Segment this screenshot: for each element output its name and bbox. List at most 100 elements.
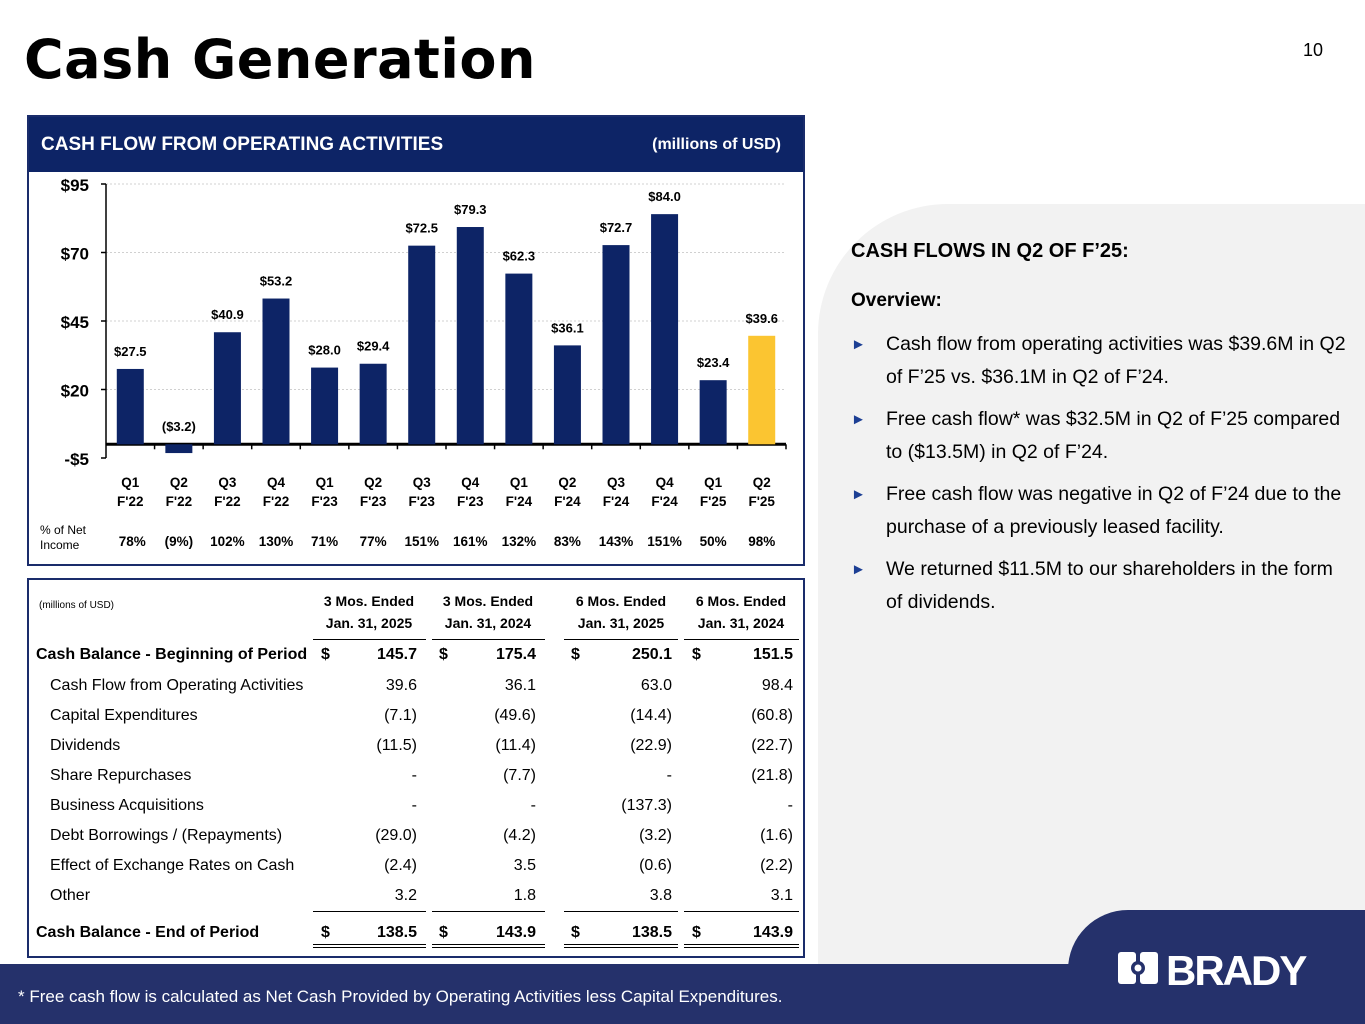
x-tick-label: F'22 xyxy=(117,494,143,509)
currency-symbol: $ xyxy=(571,924,580,941)
row-label: Capital Expenditures xyxy=(50,707,198,724)
total-double-underline xyxy=(564,944,678,945)
pct-net-income-value: 71% xyxy=(311,534,338,549)
pct-net-income-value: 130% xyxy=(259,534,294,549)
column-header-line: Jan. 31, 2024 xyxy=(697,615,785,631)
table-row: Cash Balance - End of Period 138.5 $143.9 $… xyxy=(29,920,803,950)
bar xyxy=(602,245,630,445)
summary-bullet: ► Cash flow from operating activities was… xyxy=(851,328,1351,394)
y-tick-label: $45 xyxy=(61,313,89,332)
cell-value: (2.4) xyxy=(384,857,417,874)
data-label: $23.4 xyxy=(697,355,730,370)
cell-value: 138.5 xyxy=(376,924,417,941)
bar xyxy=(748,335,776,445)
cell-value: 3.2 xyxy=(394,887,417,904)
cell-value: (14.4) xyxy=(630,707,672,724)
row-label: Cash Balance - Beginning of Period xyxy=(36,646,308,663)
y-tick-label: -$5 xyxy=(64,450,89,469)
table-row: Business Acquisitions - - (137.3) - xyxy=(29,793,803,823)
x-tick-label: F'25 xyxy=(700,494,727,509)
bar xyxy=(456,227,484,445)
cell-value: 98.4 xyxy=(761,677,793,694)
summary-bullet: ► We returned $11.5M to our shareholders … xyxy=(851,553,1351,619)
chart-header: CASH FLOW FROM OPERATING ACTIVITIES (mil… xyxy=(29,117,803,172)
total-double-underline xyxy=(684,947,799,948)
data-label: $79.3 xyxy=(454,202,487,217)
pct-net-income-value: 161% xyxy=(453,534,488,549)
cell-value: (4.2) xyxy=(503,827,536,844)
pct-net-income-value: 98% xyxy=(748,534,775,549)
total-double-underline xyxy=(432,944,545,945)
x-tick-label: F'24 xyxy=(554,494,581,509)
column-header-line: 6 Mos. Ended xyxy=(575,593,667,609)
arrow-right-icon: ► xyxy=(851,561,866,578)
data-label: $53.2 xyxy=(260,274,293,289)
x-tick-label: Q2 xyxy=(753,475,771,490)
cell-value: (29.0) xyxy=(375,827,417,844)
x-tick-label: Q1 xyxy=(704,475,723,490)
cell-value: (7.7) xyxy=(503,767,536,784)
table-row: Other 3.2 1.8 3.8 3.1 xyxy=(29,883,803,913)
cash-flow-bar-chart: -$5 $20 $45 $70 $95 $27.5 Q1 F'22 78% ($3.2) Q2 F'2… xyxy=(40,176,787,552)
total-double-underline xyxy=(684,944,799,945)
row-label: Business Acquisitions xyxy=(50,797,204,814)
x-tick-label: Q2 xyxy=(558,475,576,490)
summary-panel-background xyxy=(818,204,1365,964)
x-tick-label: F'23 xyxy=(408,494,435,509)
currency-symbol: $ xyxy=(692,646,701,663)
summary-bullet-text: Free cash flow* was $32.5M in Q2 of F’25… xyxy=(886,408,1341,463)
cell-value: 3.8 xyxy=(649,887,672,904)
row-label: Cash Flow from Operating Activities xyxy=(50,677,304,694)
row-label: Share Repurchases xyxy=(50,767,192,784)
table-row: Cash Balance - Beginning of Period 145.7 $… xyxy=(29,642,803,672)
x-tick-label: F'22 xyxy=(263,494,289,509)
pct-net-income-value: 151% xyxy=(404,534,439,549)
total-rule xyxy=(684,911,799,912)
summary-bullet-list: ► Cash flow from operating activities was… xyxy=(851,328,1351,628)
bar xyxy=(213,332,241,445)
data-label: $62.3 xyxy=(503,249,536,264)
total-rule xyxy=(564,911,678,912)
arrow-right-icon: ► xyxy=(851,336,866,353)
total-double-underline xyxy=(432,947,545,948)
cell-value: (11.4) xyxy=(495,737,536,754)
x-tick-label: F'25 xyxy=(748,494,775,509)
summary-bullet: ► Free cash flow* was $32.5M in Q2 of F’2… xyxy=(851,403,1351,469)
summary-subheading: Overview: xyxy=(851,290,942,311)
column-header: 6 Mos. Ended Jan. 31, 2025 xyxy=(561,590,681,634)
data-label: $28.0 xyxy=(308,343,341,358)
total-double-underline xyxy=(313,944,426,945)
currency-symbol: $ xyxy=(439,924,448,941)
data-label: $27.5 xyxy=(114,344,147,359)
row-label: Cash Balance - End of Period xyxy=(36,924,260,941)
cell-value: 39.6 xyxy=(385,677,417,694)
column-header: 3 Mos. Ended Jan. 31, 2025 xyxy=(309,590,429,634)
total-double-underline xyxy=(313,947,426,948)
cell-value: 145.7 xyxy=(376,646,417,663)
chart-title: CASH FLOW FROM OPERATING ACTIVITIES xyxy=(41,134,444,155)
cell-value: (22.9) xyxy=(630,737,672,754)
cell-value: (7.1) xyxy=(384,707,417,724)
bar xyxy=(699,380,727,445)
row-label: Dividends xyxy=(50,737,121,754)
pct-net-income-value: (9%) xyxy=(165,534,194,549)
x-tick-label: F'23 xyxy=(311,494,338,509)
x-tick-label: Q2 xyxy=(170,475,188,490)
pct-net-income-value: 102% xyxy=(210,534,245,549)
cell-value: 151.5 xyxy=(752,646,793,663)
column-header-line: Jan. 31, 2024 xyxy=(444,615,532,631)
table-row: Dividends (11.5) (11.4) (22.9) (22.7) xyxy=(29,733,803,763)
table-units-note: (millions of USD) xyxy=(39,600,115,611)
currency-symbol: $ xyxy=(692,924,701,941)
cell-value: 143.9 xyxy=(495,924,536,941)
table-row: Debt Borrowings / (Repayments) (29.0) (4.2… xyxy=(29,823,803,853)
column-header-underline xyxy=(684,639,799,640)
brady-logo-text: BRADY xyxy=(1166,947,1307,988)
cell-value: (21.8) xyxy=(751,767,793,784)
cell-value: (60.8) xyxy=(751,707,793,724)
x-tick-label: Q1 xyxy=(121,475,140,490)
total-rule xyxy=(432,911,545,912)
bar xyxy=(651,214,679,445)
x-tick-label: Q3 xyxy=(218,475,237,490)
bar xyxy=(408,245,436,445)
